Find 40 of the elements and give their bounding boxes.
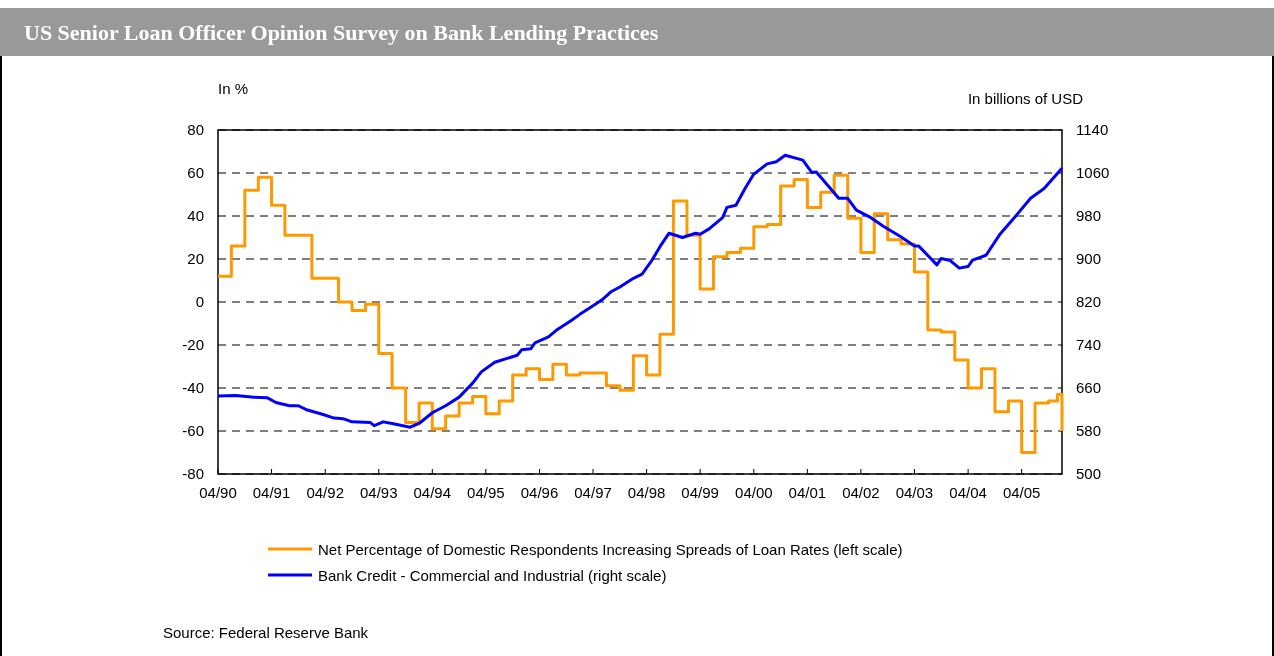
x-tick-label: 04/04 <box>949 484 987 501</box>
y-tick-label: 80 <box>187 121 204 138</box>
y-tick-label: 0 <box>195 293 204 310</box>
x-tick-label: 04/03 <box>895 484 934 501</box>
x-tick-label: 04/97 <box>574 484 612 501</box>
x-tick-label: 04/96 <box>520 484 559 501</box>
y2-tick-label: 740 <box>1076 336 1102 353</box>
y-tick-label: 20 <box>187 250 204 267</box>
y2-tick-label: 1140 <box>1076 121 1109 138</box>
y-tick-label: -60 <box>182 422 204 439</box>
y-tick-label: 60 <box>187 164 204 181</box>
x-tick-label: 04/05 <box>1002 484 1041 501</box>
x-tick-label: 04/95 <box>467 484 505 501</box>
y-tick-label: 40 <box>187 207 204 224</box>
y2-tick-label: 660 <box>1076 379 1102 396</box>
chart-title: US Senior Loan Officer Opinion Survey on Bank Lending Practices <box>24 20 659 45</box>
y-tick-label: -80 <box>182 465 204 482</box>
y2-tick-label: 580 <box>1076 422 1102 439</box>
x-tick-label: 04/90 <box>199 484 237 501</box>
y-tick-label: -40 <box>182 379 204 396</box>
x-tick-label: 04/94 <box>413 484 452 501</box>
y2-tick-label: 820 <box>1076 293 1102 310</box>
y-axis-title: In % <box>218 80 249 97</box>
x-tick-label: 04/00 <box>735 484 773 501</box>
y2-tick-label: 500 <box>1076 465 1102 482</box>
y-tick-label: -20 <box>182 336 204 353</box>
source-note: Source: Federal Reserve Bank <box>163 624 369 641</box>
legend-label: Bank Credit - Commercial and Industrial (right scale) <box>318 567 667 584</box>
y2-tick-label: 900 <box>1076 250 1102 267</box>
y2-tick-label: 980 <box>1076 207 1102 224</box>
x-tick-label: 04/02 <box>842 484 880 501</box>
y2-tick-label: 1060 <box>1076 164 1110 181</box>
x-tick-label: 04/99 <box>681 484 719 501</box>
x-tick-label: 04/93 <box>359 484 398 501</box>
legend-label: Net Percentage of Domestic Respondents Increasing Spreads of Loan Rates (left scale) <box>318 541 903 558</box>
x-tick-label: 04/98 <box>627 484 666 501</box>
y2-axis-title: In billions of USD <box>967 90 1084 107</box>
x-tick-label: 04/92 <box>306 484 344 501</box>
x-tick-label: 04/91 <box>252 484 291 501</box>
x-tick-label: 04/01 <box>788 484 827 501</box>
